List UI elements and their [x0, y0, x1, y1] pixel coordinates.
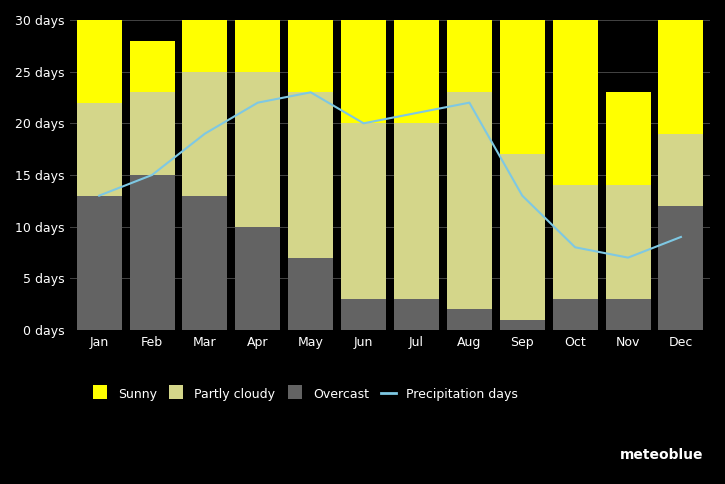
Bar [130, 41, 175, 92]
Bar [552, 185, 597, 299]
Bar [394, 123, 439, 299]
Bar [341, 123, 386, 299]
Bar [605, 299, 650, 330]
Bar [605, 185, 650, 299]
Bar [289, 92, 334, 257]
Bar [183, 72, 228, 196]
Bar [447, 309, 492, 330]
Bar [77, 103, 122, 196]
Bar [500, 154, 544, 319]
Bar [658, 206, 703, 330]
Legend: Sunny, Partly cloudy, Overcast, Precipitation days: Sunny, Partly cloudy, Overcast, Precipit… [89, 384, 522, 404]
Bar [236, 227, 281, 330]
Bar [77, 196, 122, 330]
Bar [341, 299, 386, 330]
Bar [183, 20, 228, 72]
Bar [236, 20, 281, 72]
Bar [500, 319, 544, 330]
Bar [130, 175, 175, 330]
Bar [552, 299, 597, 330]
Bar [447, 20, 492, 92]
Text: meteoblue: meteoblue [620, 448, 703, 462]
Bar [183, 196, 228, 330]
Bar [289, 20, 334, 92]
Bar [394, 20, 439, 123]
Bar [77, 20, 122, 103]
Bar [447, 92, 492, 309]
Bar [552, 20, 597, 185]
Bar [658, 134, 703, 206]
Bar [500, 20, 544, 154]
Bar [341, 20, 386, 123]
Bar [605, 92, 650, 185]
Bar [236, 72, 281, 227]
Bar [658, 20, 703, 134]
Bar [289, 257, 334, 330]
Bar [130, 92, 175, 175]
Bar [394, 299, 439, 330]
